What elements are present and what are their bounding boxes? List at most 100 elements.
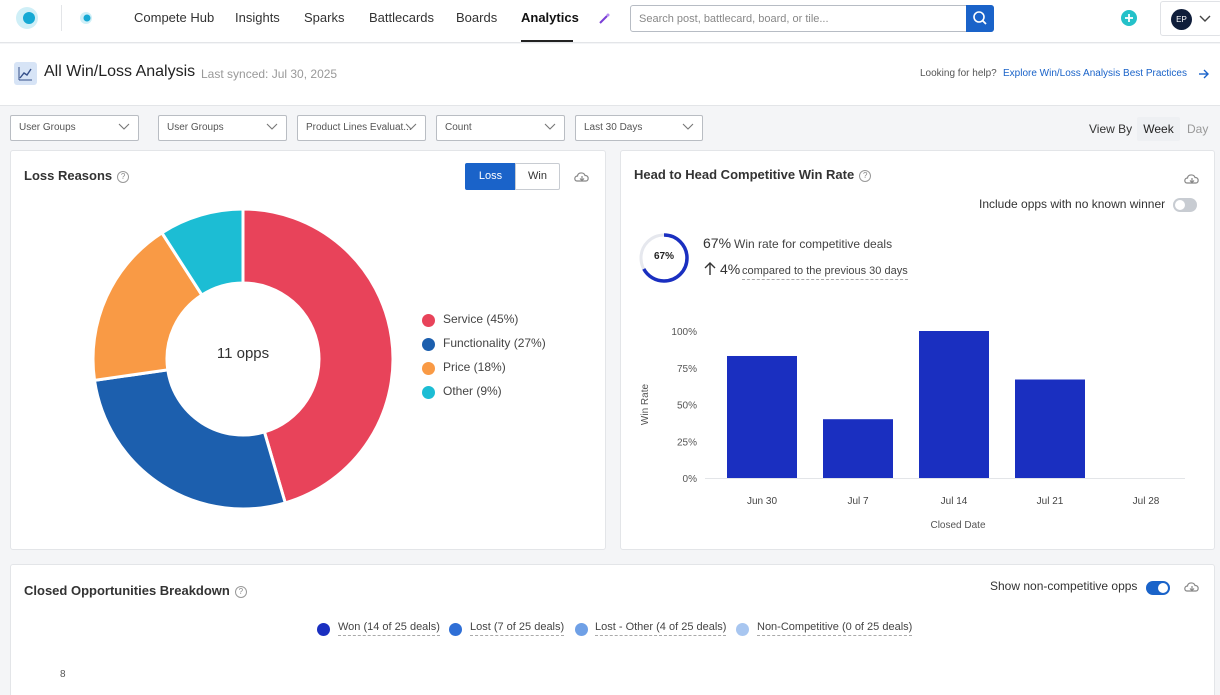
donut-slice-2[interactable] (92, 368, 288, 510)
search-input[interactable] (639, 10, 965, 28)
nav-sparks[interactable]: Sparks (304, 10, 345, 25)
include-unknown-winner-toggle[interactable] (1173, 198, 1197, 212)
breakdown-y-tick: 8 (60, 669, 66, 680)
x-tick-label: Jun 30 (747, 496, 777, 507)
nav-insights[interactable]: Insights (235, 10, 280, 25)
nav-compete-hub[interactable]: Compete Hub (134, 10, 215, 25)
y-axis-label: Win Rate (640, 384, 651, 426)
cloud-download-icon[interactable] (1183, 579, 1201, 595)
cloud-download-icon[interactable] (573, 169, 591, 185)
win-rate-bar-chart: 100% 75% 50% 25% 0% Jun 30 Jul 7 Jul 14 Jul 21 Ju… (640, 327, 1185, 531)
help-icon[interactable]: ? (234, 585, 247, 598)
win-rate-change-text: compared to the previous 30 days (742, 265, 908, 280)
y-tick-label: 0% (683, 474, 698, 485)
help-prefix: Looking for help? (920, 68, 997, 79)
loss-reasons-donut-chart (92, 208, 394, 510)
win-rate-text: Win rate for competitive deals (734, 237, 893, 251)
bar-jul-7[interactable] (823, 419, 893, 478)
chevron-down-icon (682, 123, 694, 130)
last-synced: Last synced: Jul 30, 2025 (201, 67, 338, 81)
global-search (630, 5, 994, 32)
legend-item[interactable]: Price (18%) (443, 360, 506, 374)
donut-slice-3[interactable] (92, 230, 204, 383)
loss-reasons-title-text: Loss Reasons (24, 168, 113, 183)
filter-product-lines[interactable]: Product Lines Evaluat... (297, 115, 426, 141)
legend-swatch-non-competitive (736, 623, 749, 636)
filter-date-range[interactable]: Last 30 Days (575, 115, 703, 141)
arrow-up-icon (704, 262, 716, 275)
active-tab-indicator (521, 40, 573, 42)
toggle-knob (1158, 583, 1168, 593)
head-to-head-title-text: Head to Head Competitive Win Rate (634, 167, 855, 182)
filter-user-groups-2[interactable]: User Groups (158, 115, 287, 141)
y-tick-label: 75% (677, 364, 697, 375)
show-non-competitive-toggle[interactable] (1146, 581, 1170, 595)
search-icon (973, 11, 987, 25)
nav-battlecards[interactable]: Battlecards (369, 10, 435, 25)
show-non-competitive-label: Show non-competitive opps (990, 579, 1138, 593)
filter-label: Last 30 Days (584, 122, 643, 133)
filter-label: User Groups (167, 122, 224, 133)
legend-item[interactable]: Functionality (27%) (443, 336, 546, 350)
analytics-chart-icon (14, 62, 37, 85)
bar-jun-30[interactable] (727, 355, 797, 478)
help-icon[interactable]: ? (117, 170, 130, 183)
bar-jul-21[interactable] (1015, 379, 1085, 478)
nav-analytics[interactable]: Analytics (521, 10, 579, 25)
legend-swatch-lost-other (575, 623, 588, 636)
legend-lost[interactable]: Lost (7 of 25 deals) (470, 621, 565, 636)
legend-item[interactable]: Other (9%) (443, 384, 502, 398)
filter-count[interactable]: Count (436, 115, 565, 141)
breakdown-title-text: Closed Opportunities Breakdown (24, 583, 230, 598)
legend-non-competitive[interactable]: Non-Competitive (0 of 25 deals) (757, 621, 913, 636)
add-icon[interactable] (1121, 10, 1137, 26)
legend-swatch (422, 338, 435, 351)
y-tick-label: 25% (677, 437, 697, 448)
toggle-loss[interactable]: Loss (465, 163, 516, 190)
search-button[interactable] (966, 5, 994, 32)
legend-swatch-lost (449, 623, 462, 636)
filter-label: User Groups (19, 122, 76, 133)
filter-label: Product Lines Evaluat... (306, 122, 412, 133)
filter-label: Count (445, 122, 472, 133)
page-header: All Win/Loss Analysis Last synced: Jul 3… (0, 44, 1220, 106)
win-rate-ring-progress (639, 233, 689, 283)
closed-opps-breakdown-card (10, 564, 1215, 695)
nav-boards[interactable]: Boards (456, 10, 498, 25)
head-to-head-card (620, 150, 1215, 550)
donut-center-label: 11 opps (216, 345, 270, 362)
toggle-win[interactable]: Win (515, 163, 560, 190)
top-navigation: Compete Hub Insights Sparks Battlecards … (0, 0, 1220, 43)
best-practices-link[interactable]: Explore Win/Loss Analysis Best Practices (1003, 68, 1187, 79)
filter-user-groups-1[interactable]: User Groups (10, 115, 139, 141)
chevron-down-icon (266, 123, 278, 130)
win-rate-change-value: 4% (720, 261, 741, 277)
avatar: EP (1171, 9, 1192, 30)
arrow-right-icon[interactable] (1198, 68, 1210, 80)
chevron-down-icon (1199, 15, 1211, 22)
legend-swatch (422, 386, 435, 399)
legend-won[interactable]: Won (14 of 25 deals) (338, 621, 440, 636)
legend-swatch (422, 314, 435, 327)
user-menu[interactable]: EP (1160, 1, 1220, 36)
bar-jul-14[interactable] (919, 331, 989, 478)
x-tick-label: Jul 7 (847, 496, 869, 507)
workspace-logo-icon[interactable] (78, 9, 94, 27)
donut-slice-4[interactable] (159, 208, 245, 298)
breakdown-title: Closed Opportunities Breakdown? (24, 583, 247, 598)
x-axis-label: Closed Date (930, 520, 985, 531)
legend-swatch-won (317, 623, 330, 636)
view-by-week[interactable]: Week (1137, 117, 1180, 141)
company-logo-icon[interactable] (14, 3, 38, 33)
legend-lost-other[interactable]: Lost - Other (4 of 25 deals) (595, 621, 727, 636)
donut-slice-1[interactable] (241, 208, 394, 505)
legend-item[interactable]: Service (45%) (443, 312, 519, 326)
toggle-knob (1175, 200, 1185, 210)
help-icon[interactable]: ? (859, 169, 872, 182)
page-title: All Win/Loss Analysis (44, 63, 196, 80)
cloud-download-icon[interactable] (1183, 171, 1201, 187)
view-by-day[interactable]: Day (1187, 122, 1209, 136)
x-tick-label: Jul 14 (941, 496, 968, 507)
magic-wand-icon[interactable] (598, 13, 610, 25)
chevron-down-icon (544, 123, 556, 130)
